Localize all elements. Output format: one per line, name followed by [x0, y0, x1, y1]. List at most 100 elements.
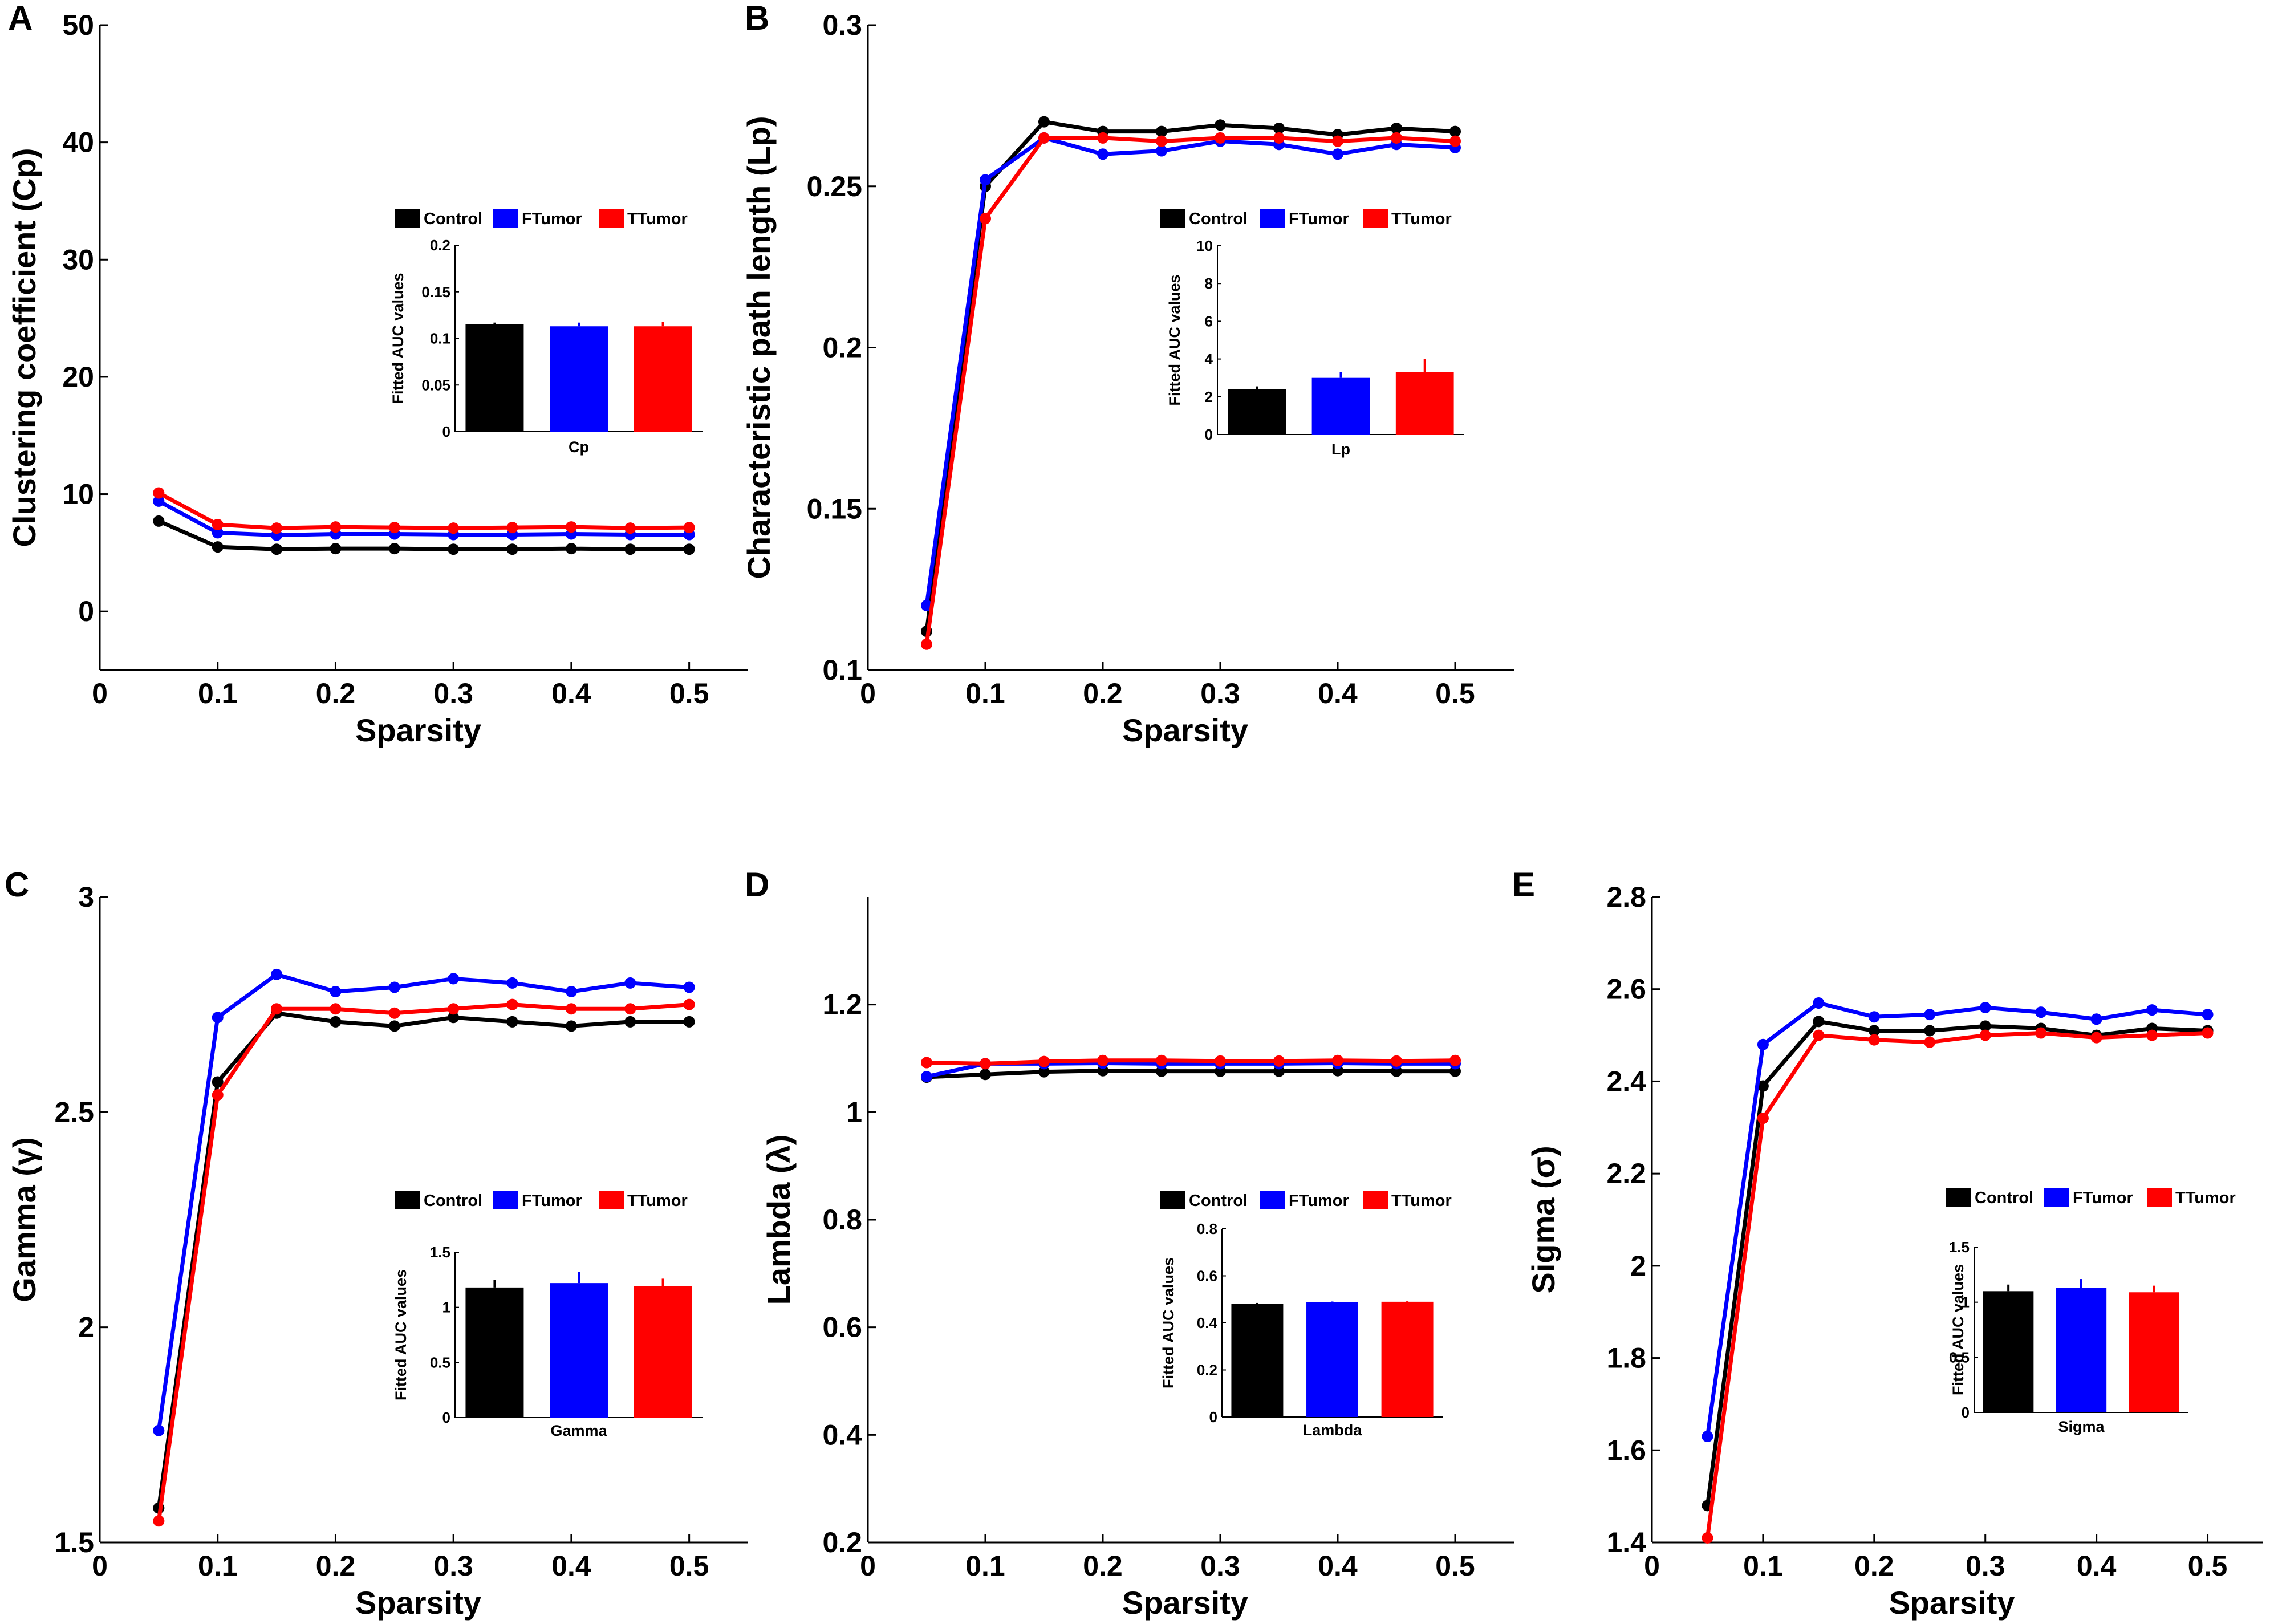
inset-x-axis-title: Lp [1331, 441, 1350, 458]
series-line-ttumor [924, 136, 1456, 645]
legend-swatch-ttumor [599, 1191, 624, 1209]
data-point-ttumor [624, 1003, 636, 1015]
data-point-ttumor [388, 522, 400, 534]
panel-letter: C [5, 866, 29, 904]
inset-y-tick-label: 0 [1209, 1408, 1217, 1426]
data-point-ttumor [683, 522, 695, 534]
series-line-control [924, 120, 1456, 632]
data-point-ttumor [212, 1089, 224, 1101]
x-tick-label: 0.2 [1854, 1550, 1894, 1582]
legend-label-ttumor: TTumor [627, 1192, 688, 1210]
data-point-control [1757, 1080, 1769, 1092]
y-tick-label: 2.8 [1606, 881, 1646, 913]
inset-bar-ftumor [550, 326, 608, 432]
data-point-ftumor [980, 174, 991, 186]
data-point-control [388, 1020, 400, 1032]
data-point-control [1038, 116, 1050, 128]
y-tick-label: 40 [62, 127, 94, 159]
data-point-control [448, 543, 460, 555]
data-point-control [1215, 119, 1226, 131]
x-tick-label: 0.1 [198, 677, 238, 709]
legend-label-control: Control [424, 1192, 482, 1210]
data-point-control [1813, 1016, 1825, 1028]
inset-bar-ttumor [634, 326, 692, 432]
legend-label-ttumor: TTumor [1391, 1192, 1452, 1210]
data-point-ttumor [1332, 135, 1343, 147]
data-point-control [330, 543, 342, 555]
x-tick-label: 0.4 [1318, 1550, 1358, 1582]
y-tick-label: 1.5 [54, 1526, 94, 1558]
data-point-ttumor [1215, 1055, 1226, 1067]
data-point-ftumor [330, 986, 342, 998]
inset-x-axis-title: Lambda [1303, 1422, 1363, 1439]
y-tick-label: 0.25 [807, 170, 862, 202]
x-tick-label: 0.3 [1966, 1550, 2005, 1582]
legend-swatch-control [1160, 209, 1185, 228]
legend-label-ttumor: TTumor [2175, 1189, 2236, 1207]
inset-y-tick-label: 6 [1205, 312, 1213, 330]
inset-y-tick-label: 0.5 [1949, 1349, 1970, 1366]
series-line-ttumor [1705, 1031, 2208, 1538]
data-point-ftumor [1332, 148, 1343, 160]
x-tick-label: 0 [92, 677, 108, 709]
y-tick-label: 1 [846, 1096, 862, 1128]
inset-y-tick-label: 0.6 [1197, 1268, 1217, 1285]
y-tick-label: 0.3 [822, 9, 862, 41]
legend-swatch-ftumor [1260, 1191, 1285, 1209]
x-tick-label: 0 [860, 677, 876, 709]
inset-y-tick-label: 8 [1205, 275, 1213, 292]
data-point-ttumor [388, 1007, 400, 1019]
data-point-ttumor [1038, 1055, 1050, 1067]
y-tick-label: 2.5 [54, 1096, 94, 1128]
legend-swatch-ttumor [1363, 1191, 1388, 1209]
data-point-ftumor [1924, 1009, 1936, 1021]
data-point-ftumor [1813, 997, 1825, 1009]
y-tick-label: 30 [62, 243, 94, 275]
inset-y-tick-label: 0.4 [1197, 1314, 1218, 1331]
y-tick-label: 10 [62, 478, 94, 510]
data-point-ttumor [1273, 1055, 1285, 1067]
y-axis-title: Gamma (γ) [6, 1137, 42, 1302]
data-point-ttumor [1215, 132, 1226, 144]
y-axis-title: Clustering coefficient (Cp) [6, 148, 42, 547]
panel-a: A 0 0.1 0.2 0.3 0.4 0.5 0 10 20 30 40 50 Sparsity Clus… [6, 0, 748, 748]
legend-swatch-ftumor [493, 209, 518, 228]
data-point-control [624, 1016, 636, 1028]
legend-swatch-ftumor [2044, 1188, 2069, 1207]
data-point-ttumor [565, 521, 577, 533]
data-point-ftumor [1097, 148, 1108, 160]
data-point-ttumor [1391, 132, 1402, 144]
x-tick-label: 0.1 [198, 1550, 238, 1582]
data-point-ttumor [624, 522, 636, 534]
legend-swatch-ttumor [599, 209, 624, 228]
y-tick-label: 0.1 [822, 654, 862, 686]
y-tick-label: 0.2 [822, 332, 862, 364]
data-point-ftumor [388, 981, 400, 993]
data-point-ttumor [271, 522, 283, 534]
data-point-ftumor [153, 495, 165, 507]
series-line-control [156, 1011, 689, 1509]
y-tick-label: 20 [62, 361, 94, 393]
x-tick-label: 0.3 [433, 677, 473, 709]
series-line-ttumor [926, 1058, 1456, 1066]
data-point-ttumor [153, 1515, 165, 1527]
inset-bar-ftumor [1306, 1302, 1358, 1417]
series-line-ftumor [1705, 1001, 2208, 1437]
data-point-ttumor [506, 998, 518, 1010]
inset-y-tick-label: 0.2 [1197, 1362, 1217, 1379]
inset-y-tick-label: 0.1 [430, 330, 450, 347]
series-line-ftumor [156, 972, 689, 1431]
series-line-control [1705, 1019, 2208, 1506]
y-tick-label: 0.6 [822, 1312, 862, 1343]
data-point-ttumor [1813, 1029, 1825, 1041]
data-point-control [506, 543, 518, 555]
x-tick-label: 0 [860, 1550, 876, 1582]
y-tick-label: 1.8 [1606, 1342, 1646, 1374]
x-axis-title: Sparsity [355, 712, 481, 748]
data-point-control [1449, 125, 1461, 137]
data-point-ttumor [506, 522, 518, 534]
data-point-ttumor [980, 1058, 991, 1070]
inset-y-tick-label: 0 [1962, 1404, 1970, 1421]
series-line-ftumor [157, 499, 689, 538]
data-point-ftumor [921, 599, 932, 611]
